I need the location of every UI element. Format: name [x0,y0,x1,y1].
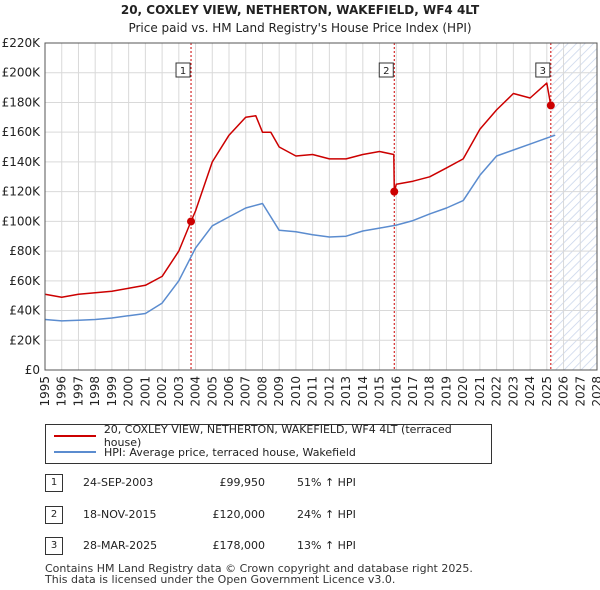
x-tick-label: 2019 [439,376,453,407]
sale-number: 1 [45,474,63,492]
y-tick-label: £20K [9,333,41,347]
x-tick-label: 2005 [205,376,219,407]
sale-marker-box [535,62,551,78]
footer-licence: This data is licensed under the Open Gov… [45,573,396,586]
footer: Contains HM Land Registry data © Crown c… [45,563,473,585]
x-tick-label: 2028 [590,376,600,407]
x-tick-label: 2001 [138,376,152,407]
x-tick-label: 2020 [456,376,470,407]
x-tick-label: 2025 [540,376,554,407]
x-tick-label: 2017 [406,376,420,407]
sale-number: 2 [45,506,63,524]
y-tick-label: £180K [2,95,42,109]
x-tick-label: 2008 [255,376,269,407]
y-tick-label: £200K [2,66,42,80]
price-chart: £0 £20K £40K £60K £80K £100K £120K £140K £160K £1… [2,36,600,407]
sale-number: 3 [45,537,63,555]
y-tick-label: £100K [2,214,42,228]
sale-date: 24-SEP-2003 [83,476,154,489]
y-tick-label: £40K [9,304,41,318]
forecast-region [551,43,597,370]
legend-label-price: 20, COXLEY VIEW, NETHERTON, WAKEFIELD, W… [103,423,452,449]
sale-marker-label: 3 [540,66,546,77]
x-tick-label: 1995 [38,376,52,407]
sale-marker-box [378,62,394,78]
x-tick-label: 2002 [155,376,169,407]
x-tick-label: 2009 [272,376,286,407]
y-tick-label: £80K [9,244,41,258]
legend-item-price: 20, COXLEY VIEW, NETHERTON, WAKEFIELD, W… [54,423,491,449]
y-tick-label: £120K [2,185,42,199]
legend-swatch-price [54,435,96,437]
hpi-line [44,134,556,322]
sale-price: £120,000 [212,508,266,521]
x-tick-label: 2003 [172,376,186,407]
legend: 20, COXLEY VIEW, NETHERTON, WAKEFIELD, W… [45,423,492,464]
sale-marker-box [175,62,191,78]
chart-title: 20, COXLEY VIEW, NETHERTON, WAKEFIELD, W… [120,3,480,17]
x-tick-label: 2021 [473,376,487,407]
sale-date: 18-NOV-2015 [83,508,157,521]
x-tick-label: 2011 [306,376,320,407]
sale-marker-label: 1 [180,66,186,77]
legend-swatch-hpi [54,451,96,453]
sale-date: 28-MAR-2025 [83,539,158,552]
y-tick-label: £0 [25,363,40,377]
x-tick-label: 2022 [490,376,504,407]
x-tick-label: 1999 [105,376,119,407]
sale-hpi-change: 24% ↑ HPI [297,508,356,521]
x-tick-label: 2016 [389,376,403,407]
y-tick-label: £220K [2,36,42,50]
x-tick-label: 2010 [289,376,303,407]
x-tick-label: 1997 [71,376,85,407]
x-tick-label: 2027 [573,376,587,407]
sale-hpi-change: 13% ↑ HPI [297,539,356,552]
x-tick-label: 2006 [222,376,236,407]
y-tick-label: £60K [9,274,41,288]
legend-item-hpi: HPI: Average price, terraced house, Wake… [54,444,356,460]
x-tick-label: 2000 [122,376,136,407]
sale-marker-label: 2 [383,66,389,77]
legend-label-hpi: HPI: Average price, terraced house, Wake… [104,445,356,459]
x-tick-label: 2023 [506,376,520,407]
x-tick-label: 2014 [356,376,370,407]
plot-border [44,42,598,371]
x-tick-label: 2004 [189,376,203,407]
chart-subtitle: Price paid vs. HM Land Registry's House … [128,21,472,35]
x-tick-label: 2015 [373,376,387,407]
x-tick-label: 1998 [88,376,102,407]
x-tick-label: 2024 [523,376,537,407]
sale-point [187,217,196,226]
y-tick-label: £140K [2,155,42,169]
y-tick-label: £160K [2,125,42,139]
sale-price: £178,000 [212,539,266,552]
x-tick-label: 2007 [239,376,253,407]
x-tick-label: 2012 [322,376,336,407]
price-paid-line [44,82,552,298]
x-tick-label: 2018 [423,376,437,407]
sale-point [546,101,555,110]
sale-price: £99,950 [219,476,266,489]
x-tick-label: 2013 [339,376,353,407]
footer-copyright: Contains HM Land Registry data © Crown c… [45,562,473,575]
plot-area [45,43,597,370]
x-tick-label: 1996 [55,376,69,407]
sale-hpi-change: 51% ↑ HPI [297,476,356,489]
x-tick-label: 2026 [557,376,571,407]
sale-point [390,187,399,196]
